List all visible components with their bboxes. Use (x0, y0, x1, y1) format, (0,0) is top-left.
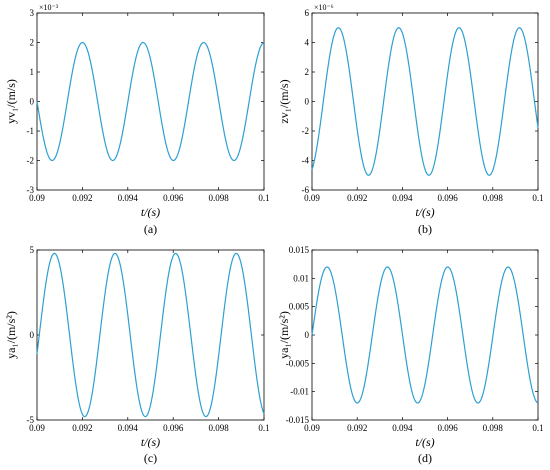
y-tick-label: -3 (27, 185, 35, 195)
x-tick-label: 0.1 (532, 423, 543, 433)
y-tick-label: 6 (305, 8, 310, 18)
x-tick-label: 0.098 (208, 423, 229, 433)
x-tick-label: 0.098 (483, 423, 504, 433)
x-tick-label: 0.098 (208, 193, 229, 203)
x-tick-label: 0.094 (392, 193, 413, 203)
x-tick-label: 0.096 (163, 423, 184, 433)
y-tick-label: 4 (305, 38, 310, 48)
y-tick-label: -5 (27, 415, 35, 425)
x-tick-label: 0.098 (483, 193, 504, 203)
plot-frame (36, 12, 265, 191)
x-tick-label: 0.096 (163, 193, 184, 203)
y-tick-label: 0 (305, 97, 310, 107)
x-tick-label: 0.092 (347, 193, 367, 203)
y-tick-label: 0 (30, 97, 35, 107)
y-tick-label: -2 (27, 156, 35, 166)
y-tick-label: 3 (30, 8, 35, 18)
chart-panel-3: 0.09 0.092 0.094 0.096 0.098 0.1 -5 0 5 t/(s) ya₁/… (4, 245, 270, 465)
panel-caption: (d) (418, 451, 432, 465)
y-tick-label: 5 (30, 245, 35, 255)
x-tick-label: 0.092 (72, 193, 92, 203)
x-tick-label: 0.092 (72, 423, 92, 433)
x-axis-label: t/(s) (415, 435, 434, 449)
y-tick-label: 0 (30, 330, 35, 340)
y-tick-label: 1 (30, 67, 35, 77)
y-tick-label: -6 (302, 185, 310, 195)
series-line-1 (36, 252, 265, 418)
x-axis-label: t/(s) (141, 435, 160, 449)
y-axis-label: ya₁/(m/s²) (4, 311, 18, 359)
x-tick-label: 0.1 (258, 193, 269, 203)
panel-caption: (c) (144, 451, 157, 465)
x-tick-label: 0.09 (304, 423, 320, 433)
panel-caption: (a) (144, 222, 157, 236)
y-tick-label: -1 (27, 126, 35, 136)
y-tick-label: -2 (302, 126, 310, 136)
x-axis-label: t/(s) (141, 205, 160, 219)
y-tick-label: -0.01 (290, 387, 309, 397)
y-tick-label: -4 (302, 156, 310, 166)
chart-panel-1: 0.09 0.092 0.094 0.096 0.098 0.1 -3 -2 -1 0 1 2 3 ×10… (4, 3, 270, 236)
y-axis-label: ya₁/(m/s²) (277, 311, 291, 359)
y-tick-label: 0 (305, 330, 310, 340)
plot-frame (36, 249, 265, 421)
y-tick-label: 2 (30, 38, 35, 48)
x-axis-label: t/(s) (415, 205, 434, 219)
series-line-1 (311, 27, 539, 176)
y-tick-label: -0.015 (286, 415, 310, 425)
x-tick-label: 0.094 (392, 423, 413, 433)
x-tick-label: 0.096 (437, 423, 458, 433)
series-line-1 (36, 41, 265, 162)
chart-panel-4: 0.09 0.092 0.094 0.096 0.098 0.1 -0.015 -0.01 -0… (277, 245, 544, 465)
x-tick-label: 0.094 (118, 193, 139, 203)
chart-panel-2: 0.09 0.092 0.094 0.096 0.098 0.1 -6 -4 -2 0 2 4 6 ×10… (277, 3, 544, 236)
y-tick-label: 0.015 (289, 245, 310, 255)
series-line-1 (311, 266, 539, 404)
y-axis-label: zv₁/(m/s) (277, 79, 291, 123)
y-tick-label: 0.01 (293, 273, 309, 283)
x-tick-label: 0.1 (532, 193, 543, 203)
x-tick-label: 0.09 (304, 193, 320, 203)
x-tick-label: 0.096 (437, 193, 458, 203)
y-axis-label: yv₁/(m/s) (4, 79, 18, 124)
x-tick-label: 0.092 (347, 423, 367, 433)
panel-caption: (b) (418, 222, 432, 236)
x-tick-label: 0.094 (118, 423, 139, 433)
y-tick-label: 0.005 (289, 302, 310, 312)
y-tick-label: -0.005 (286, 358, 310, 368)
x-tick-label: 0.1 (258, 423, 269, 433)
axis-exponent-label: ×10⁻³ (39, 3, 59, 12)
axis-exponent-label: ×10⁻⁶ (314, 3, 334, 12)
plot-frame (311, 249, 539, 421)
x-tick-label: 0.09 (29, 423, 45, 433)
x-tick-label: 0.09 (29, 193, 45, 203)
y-tick-label: 2 (305, 67, 310, 77)
